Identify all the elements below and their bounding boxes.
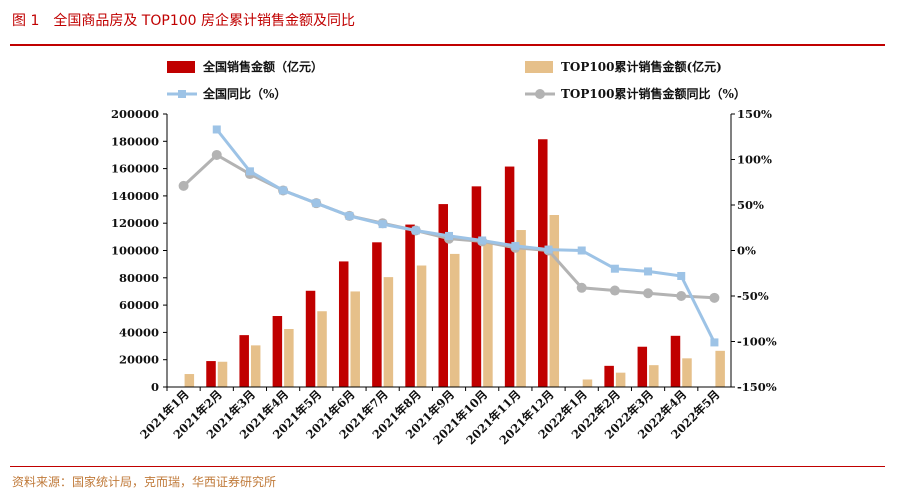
left-tick-label: 160000 <box>111 162 159 176</box>
bar-top100-sales <box>284 328 294 387</box>
national-yoy-point <box>245 167 254 176</box>
national-yoy-point <box>511 241 520 250</box>
national-yoy-line <box>215 128 716 344</box>
bar-national-sales <box>338 261 349 387</box>
bar-top100-sales <box>682 358 692 387</box>
left-tick-label: 120000 <box>111 216 159 230</box>
legend-top100-yoy-label: TOP100累计销售金额同比（%） <box>561 86 746 101</box>
left-tick-label: 200000 <box>111 107 159 121</box>
right-tick-label: 100% <box>737 153 772 167</box>
left-tick-label: 60000 <box>119 298 159 312</box>
national-yoy-point <box>478 236 487 245</box>
legend: 全国销售金额（亿元） TOP100累计销售金额(亿元) 全国同比（%） TOP100累… <box>167 59 746 101</box>
lines <box>178 125 720 347</box>
top100-yoy-point <box>576 282 587 293</box>
left-tick-label: 80000 <box>119 271 159 285</box>
national-yoy-point <box>378 220 387 229</box>
bars <box>184 139 725 387</box>
national-yoy-point <box>312 199 321 208</box>
legend-top100-sales-swatch <box>525 61 553 73</box>
bar-top100-sales <box>217 361 228 387</box>
bar-national-sales <box>471 186 482 387</box>
x-axis: 2021年1月2021年2月2021年3月2021年4月2021年5月2021年… <box>137 386 731 447</box>
bar-top100-sales <box>350 291 360 387</box>
national-yoy-point <box>279 186 288 195</box>
top100-yoy-point <box>643 288 654 299</box>
bar-national-sales <box>239 335 249 387</box>
national-yoy-point <box>544 245 553 254</box>
legend-national-yoy-label: 全国同比（%） <box>202 86 286 101</box>
national-yoy-point <box>610 264 619 273</box>
left-tick-label: 40000 <box>119 325 159 339</box>
bar-national-sales <box>670 335 681 387</box>
top100-yoy-point <box>609 285 620 296</box>
left-tick-label: 20000 <box>119 353 159 367</box>
national-yoy-point <box>677 271 686 280</box>
legend-top100-sales-label: TOP100累计销售金额(亿元) <box>561 59 722 74</box>
bar-national-sales <box>305 290 316 387</box>
legend-national-yoy-marker <box>178 90 186 98</box>
legend-national-sales-label: 全国销售金额（亿元） <box>202 59 323 74</box>
top100-yoy-point <box>178 180 189 191</box>
left-tick-label: 100000 <box>111 244 159 258</box>
top100-yoy-point <box>211 149 222 160</box>
bar-national-sales <box>272 316 283 387</box>
bar-top100-sales <box>549 215 560 387</box>
national-yoy-point <box>212 125 221 134</box>
bar-top100-sales <box>184 374 195 387</box>
figure-number: 图 1 <box>12 13 40 29</box>
bar-national-sales <box>604 365 614 387</box>
legend-top100-yoy-marker <box>535 89 545 99</box>
bar-national-sales <box>405 224 415 387</box>
national-yoy-point <box>345 211 354 220</box>
bar-top100-sales <box>250 345 261 387</box>
bar-top100-sales <box>317 311 327 387</box>
right-tick-label: -150% <box>737 380 777 394</box>
right-tick-label: 50% <box>737 198 764 212</box>
bar-top100-sales <box>615 372 626 387</box>
bar-national-sales <box>637 346 648 387</box>
bar-top100-sales <box>516 230 526 387</box>
national-yoy-point <box>411 226 420 235</box>
figure-title-text: 全国商品房及 TOP100 房企累计销售金额及同比 <box>53 13 355 29</box>
top100-yoy-point <box>709 292 720 303</box>
right-tick-label: -100% <box>737 335 777 349</box>
figure-title: 图 1 全国商品房及 TOP100 房企累计销售金额及同比 <box>12 10 355 30</box>
bar-top100-sales <box>416 265 427 387</box>
left-tick-label: 0 <box>151 380 159 394</box>
bar-national-sales <box>504 166 515 387</box>
national-yoy-point <box>445 231 453 240</box>
source-note: 资料来源：国家统计局，克而瑞，华西证券研究所 <box>12 475 277 489</box>
bar-top100-sales <box>649 365 659 387</box>
bar-top100-sales <box>450 253 460 387</box>
bar-top100-sales <box>582 379 593 387</box>
bar-top100-sales <box>383 277 394 387</box>
left-axis: 0 20000 40000 60000 80000 100000 120000 140000 1… <box>111 107 168 394</box>
right-tick-label: 0% <box>737 244 756 258</box>
right-tick-label: 150% <box>737 107 772 121</box>
legend-national-sales-swatch <box>167 61 195 73</box>
national-yoy-point <box>710 338 719 347</box>
national-yoy-point <box>644 267 653 276</box>
national-yoy-point <box>577 246 586 255</box>
right-axis: -150% -100% -50% 0% 50% 100% 150% <box>730 107 777 394</box>
top100-yoy-point <box>676 291 687 301</box>
bar-national-sales <box>372 242 382 387</box>
top100-yoy-line <box>182 153 715 300</box>
bar-top100-sales <box>715 350 725 387</box>
footer-rule <box>10 466 885 467</box>
bar-national-sales <box>538 139 548 387</box>
bar-top100-sales <box>483 240 493 387</box>
left-tick-label: 140000 <box>111 189 159 203</box>
bar-national-sales <box>438 204 448 387</box>
bar-national-sales <box>206 361 216 387</box>
title-rule <box>10 44 885 46</box>
left-tick-label: 180000 <box>111 134 159 148</box>
right-tick-label: -50% <box>737 289 769 303</box>
